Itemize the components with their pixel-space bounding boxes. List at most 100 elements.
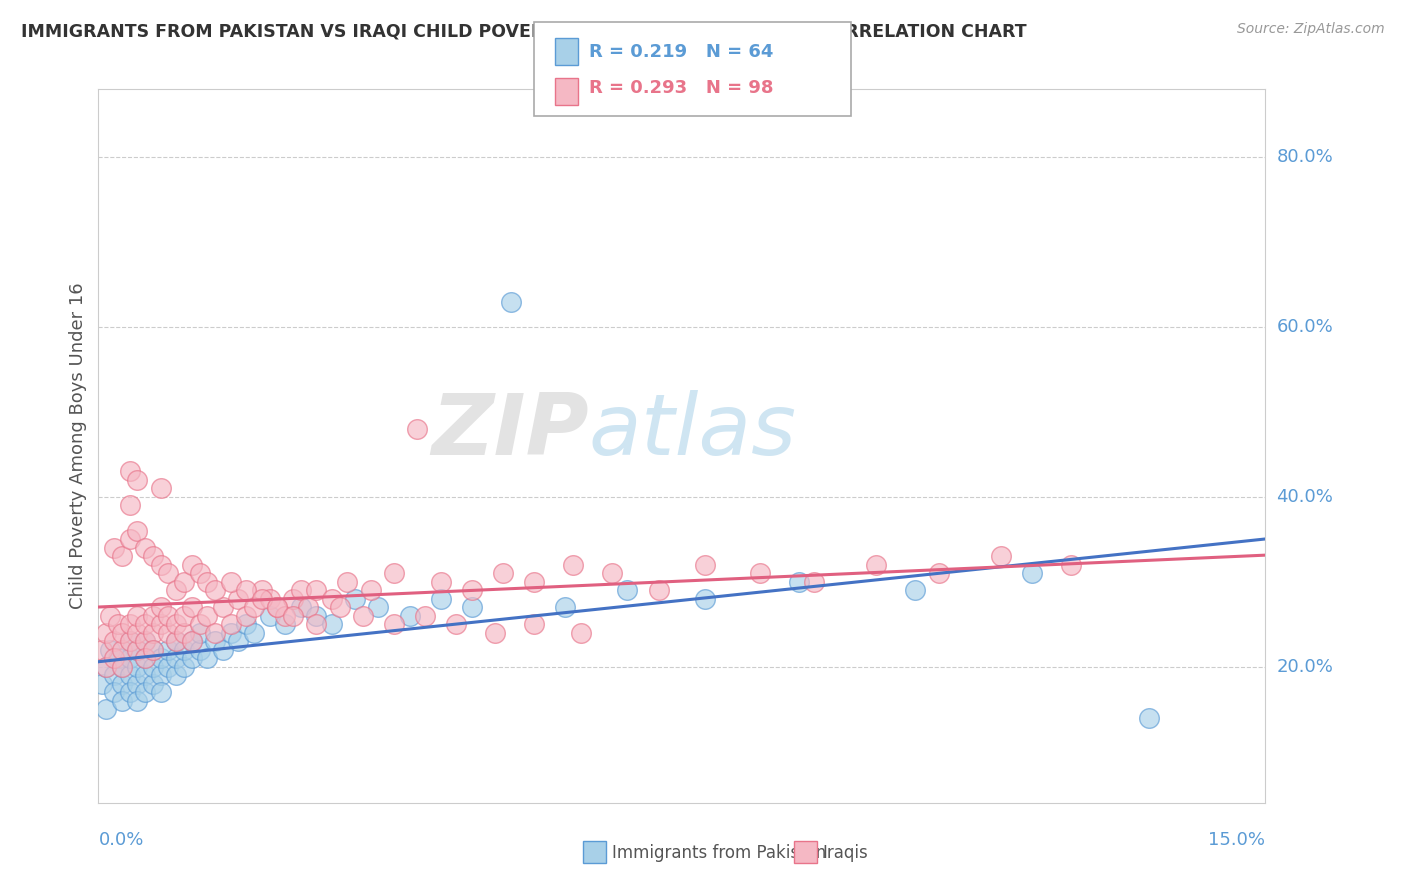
Point xyxy=(492,566,515,581)
Point xyxy=(165,668,187,682)
Point xyxy=(111,549,134,564)
Point xyxy=(91,677,114,691)
Point xyxy=(360,583,382,598)
Point xyxy=(904,583,927,598)
Point xyxy=(127,524,149,538)
Point xyxy=(111,643,134,657)
Point xyxy=(127,660,149,674)
Point xyxy=(243,600,266,615)
Point xyxy=(118,685,141,699)
Point xyxy=(127,694,149,708)
Point xyxy=(173,660,195,674)
Point xyxy=(96,626,118,640)
Point xyxy=(173,626,195,640)
Point xyxy=(523,574,546,589)
Point xyxy=(149,617,172,632)
Point xyxy=(787,574,810,589)
Point xyxy=(212,643,235,657)
Point xyxy=(157,566,180,581)
Point xyxy=(165,583,187,598)
Point xyxy=(142,643,165,657)
Point xyxy=(127,626,149,640)
Point xyxy=(195,651,218,665)
Point xyxy=(118,617,141,632)
Point xyxy=(429,574,451,589)
Point xyxy=(134,651,156,665)
Point xyxy=(446,617,468,632)
Text: Iraqis: Iraqis xyxy=(823,844,869,862)
Point xyxy=(134,617,156,632)
Point xyxy=(134,634,156,648)
Point xyxy=(118,634,141,648)
Point xyxy=(111,677,134,691)
Point xyxy=(695,558,717,572)
Text: IMMIGRANTS FROM PAKISTAN VS IRAQI CHILD POVERTY AMONG BOYS UNDER 16 CORRELATION : IMMIGRANTS FROM PAKISTAN VS IRAQI CHILD … xyxy=(21,22,1026,40)
Point xyxy=(329,600,352,615)
Point xyxy=(134,668,156,682)
Point xyxy=(127,643,149,657)
Point xyxy=(165,634,187,648)
Point xyxy=(413,608,436,623)
Point xyxy=(259,608,281,623)
Point xyxy=(212,600,235,615)
Point xyxy=(107,617,129,632)
Point xyxy=(118,668,141,682)
Point xyxy=(228,634,250,648)
Point xyxy=(616,583,638,598)
Point xyxy=(235,608,257,623)
Point xyxy=(461,600,484,615)
Point xyxy=(1021,566,1043,581)
Point xyxy=(523,617,546,632)
Point xyxy=(297,600,319,615)
Point xyxy=(149,668,172,682)
Point xyxy=(180,558,202,572)
Point xyxy=(398,608,420,623)
Point xyxy=(134,634,156,648)
Point xyxy=(134,541,156,555)
Point xyxy=(127,608,149,623)
Point xyxy=(569,626,592,640)
Point xyxy=(188,626,211,640)
Point xyxy=(344,591,367,606)
Point xyxy=(274,617,297,632)
Point xyxy=(990,549,1012,564)
Point xyxy=(127,473,149,487)
Point xyxy=(484,626,506,640)
Point xyxy=(142,643,165,657)
Text: Immigrants from Pakistan: Immigrants from Pakistan xyxy=(612,844,825,862)
Point xyxy=(461,583,484,598)
Point xyxy=(111,660,134,674)
Point xyxy=(142,660,165,674)
Point xyxy=(336,574,359,589)
Text: Source: ZipAtlas.com: Source: ZipAtlas.com xyxy=(1237,22,1385,37)
Point xyxy=(1137,711,1160,725)
Point xyxy=(228,591,250,606)
Point xyxy=(111,660,134,674)
Point xyxy=(118,465,141,479)
Point xyxy=(157,643,180,657)
Point xyxy=(250,591,273,606)
Point xyxy=(290,583,312,598)
Point xyxy=(259,591,281,606)
Point xyxy=(149,558,172,572)
Point xyxy=(103,668,125,682)
Y-axis label: Child Poverty Among Boys Under 16: Child Poverty Among Boys Under 16 xyxy=(69,283,87,609)
Point xyxy=(204,626,226,640)
Point xyxy=(107,651,129,665)
Point xyxy=(98,643,121,657)
Point xyxy=(204,583,226,598)
Point xyxy=(165,617,187,632)
Point xyxy=(382,566,405,581)
Text: 60.0%: 60.0% xyxy=(1277,318,1333,336)
Point xyxy=(281,591,304,606)
Point xyxy=(382,617,405,632)
Text: 15.0%: 15.0% xyxy=(1208,831,1265,849)
Point xyxy=(180,651,202,665)
Point xyxy=(149,482,172,496)
Text: 40.0%: 40.0% xyxy=(1277,488,1333,506)
Text: 80.0%: 80.0% xyxy=(1277,148,1333,166)
Point xyxy=(243,626,266,640)
Point xyxy=(157,608,180,623)
Point xyxy=(290,600,312,615)
Text: atlas: atlas xyxy=(589,390,797,474)
